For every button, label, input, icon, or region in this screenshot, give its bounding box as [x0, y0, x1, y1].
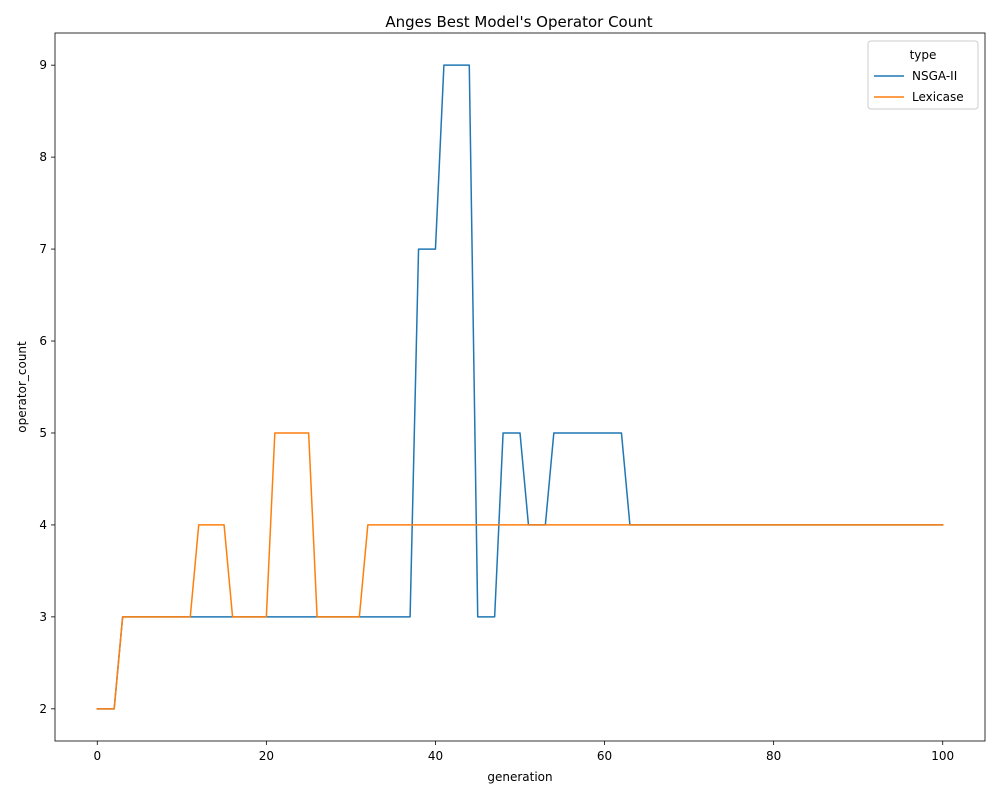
legend-entries: NSGA-II Lexicase [874, 69, 964, 104]
y-tick-label: 3 [39, 610, 47, 624]
x-axis-label: generation [487, 770, 552, 784]
chart-title: Anges Best Model's Operator Count [385, 13, 652, 31]
y-tick-label: 4 [39, 518, 47, 532]
y-tick-label: 7 [39, 242, 47, 256]
x-tick-label: 80 [766, 749, 781, 763]
y-tick-label: 5 [39, 426, 47, 440]
y-tick-label: 9 [39, 58, 47, 72]
x-tick-label: 40 [428, 749, 443, 763]
series-line-nsga-ii [96, 64, 944, 710]
y-axis: 2 3 4 5 6 7 8 9 [39, 58, 55, 716]
x-tick-label: 60 [597, 749, 612, 763]
y-tick-label: 8 [39, 150, 47, 164]
x-tick-label: 0 [93, 749, 101, 763]
x-axis: 0 20 40 60 80 100 [93, 741, 954, 763]
series-layer [96, 64, 944, 710]
legend: type NSGA-II Lexicase [867, 40, 979, 110]
y-axis-label: operator_count [15, 341, 29, 433]
legend-title: type [910, 48, 937, 62]
plot-frame [54, 32, 986, 742]
x-tick-label: 100 [931, 749, 954, 763]
series-line-lexicase [96, 432, 944, 710]
x-tick-label: 20 [259, 749, 274, 763]
y-tick-label: 6 [39, 334, 47, 348]
y-tick-label: 2 [39, 702, 47, 716]
legend-box [867, 40, 979, 110]
legend-label: Lexicase [912, 90, 964, 104]
legend-label: NSGA-II [912, 69, 957, 83]
